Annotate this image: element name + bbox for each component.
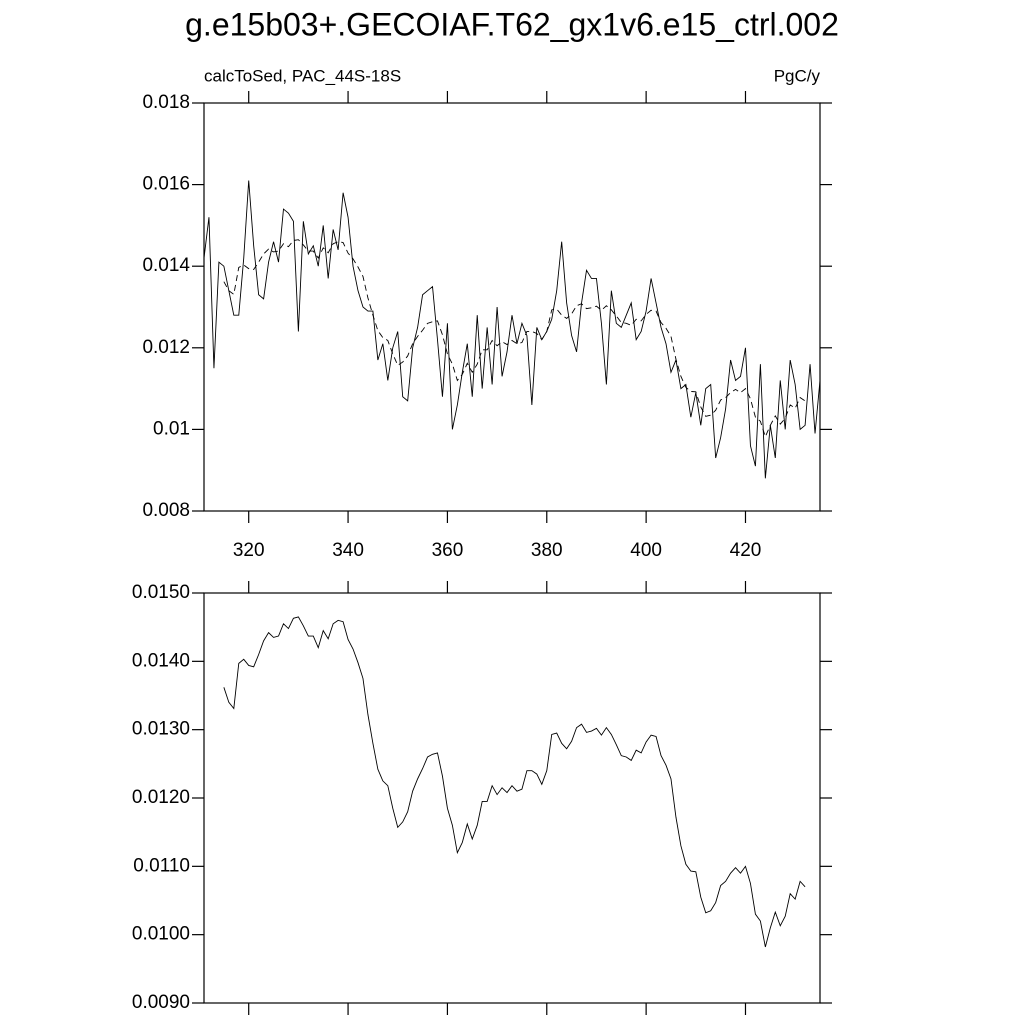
y-tick-label: 0.0100 <box>132 924 190 945</box>
y-tick-label: 0.0090 <box>132 992 190 1013</box>
y-tick-label: 0.008 <box>142 500 190 521</box>
y-tick-label: 0.0120 <box>132 787 190 808</box>
plot-frame <box>203 102 821 512</box>
y-tick-label: 0.012 <box>142 337 190 358</box>
chart-title: g.e15b03+.GECOIAF.T62_gx1v6.e15_ctrl.002 <box>185 6 839 42</box>
y-tick-label: 0.0140 <box>132 650 190 671</box>
data-line <box>223 239 806 439</box>
plot-frame <box>203 592 821 1004</box>
data-line <box>203 180 821 479</box>
right-subtitle: PgC/y <box>774 66 821 85</box>
x-tick-label: 400 <box>630 540 662 561</box>
left-subtitle: calcToSed, PAC_44S-18S <box>204 66 401 85</box>
y-tick-label: 0.016 <box>142 174 190 195</box>
x-tick-label: 340 <box>332 540 364 561</box>
x-tick-label: 320 <box>233 540 265 561</box>
y-tick-label: 0.01 <box>153 418 190 439</box>
y-tick-label: 0.0150 <box>132 582 190 603</box>
y-tick-label: 0.018 <box>142 92 190 113</box>
x-tick-label: 420 <box>730 540 762 561</box>
y-tick-label: 0.0110 <box>133 855 190 876</box>
x-tick-label: 360 <box>432 540 464 561</box>
y-tick-label: 0.014 <box>142 255 190 276</box>
y-tick-label: 0.0130 <box>132 719 190 740</box>
x-tick-label: 380 <box>531 540 563 561</box>
data-line <box>223 616 806 948</box>
